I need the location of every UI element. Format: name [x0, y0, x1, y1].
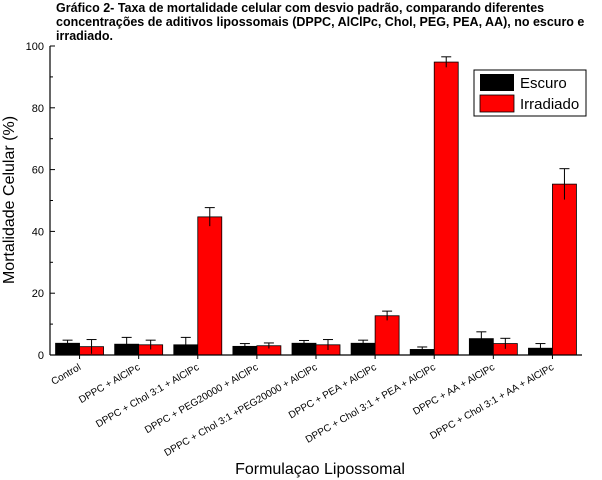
bars-layer [55, 56, 577, 356]
legend-swatch-irradiado [479, 94, 515, 113]
y-tick-label-3: 60 [32, 165, 44, 177]
chart-title: Gráfico 2- Taxa de mortalidade celular c… [56, 1, 585, 43]
y-tick-label-1: 20 [32, 288, 44, 300]
x-tick-label-3: DPPC + PEG20000 + AlClPc [143, 362, 260, 436]
x-axis-label: Formulaçao Lipossomal [235, 461, 405, 478]
legend: Escuro Irradiado [473, 69, 587, 117]
bar-irradiado-8 [552, 183, 577, 356]
x-tick-label-2: DPPC + Chol 3:1 + AlClPc [94, 362, 201, 430]
y-tick-label-4: 80 [32, 103, 44, 115]
y-tick-label-2: 40 [32, 226, 44, 238]
y-axis-label: Mortalidade Celular (%) [1, 116, 18, 284]
bar-irradiado-2 [197, 216, 223, 356]
bar-irradiado-5 [374, 315, 400, 356]
y-tick-label-5: 100 [26, 41, 44, 53]
x-tick-label-0: Control [50, 362, 83, 388]
legend-swatch-escuro [480, 74, 514, 91]
y-tick-label-0: 0 [38, 350, 44, 362]
bar-irradiado-6 [433, 61, 459, 356]
legend-label-irradiado: Irradiado [520, 96, 579, 113]
legend-label-escuro: Escuro [520, 75, 567, 92]
axes-layer [49, 45, 582, 359]
